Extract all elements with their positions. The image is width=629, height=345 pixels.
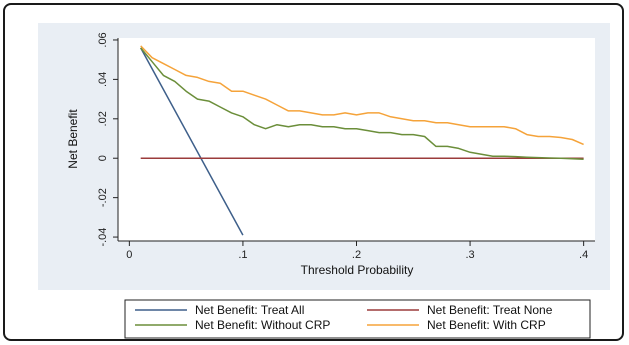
- y-ticks: -.04 -.02 0 .02 .04 .06: [97, 32, 118, 247]
- legend: Net Benefit: Treat All Net Benefit: Treat…: [135, 303, 553, 332]
- legend-label-3: Net Benefit: With CRP: [427, 318, 546, 332]
- y-tick-label: .06: [97, 32, 109, 47]
- x-tick-label: .2: [352, 249, 361, 261]
- plot-area: [118, 38, 595, 241]
- chart: -.04 -.02 0 .02 .04 .06 0 .1 .2 .3 .4 Net Benefit…: [38, 23, 610, 339]
- series-line-2: [140, 47, 584, 160]
- y-tick-label: 0: [97, 155, 109, 161]
- chart-frame: -.04 -.02 0 .02 .04 .06 0 .1 .2 .3 .4 Net Benefit…: [3, 3, 624, 341]
- legend-label-2: Net Benefit: Without CRP: [195, 318, 330, 332]
- x-tick-label: 0: [126, 249, 132, 261]
- x-tick-label: .3: [465, 249, 474, 261]
- x-tick-label: .1: [238, 249, 247, 261]
- series-group: [140, 45, 584, 236]
- x-tick-label: .4: [579, 249, 588, 261]
- y-tick-label: -.02: [97, 188, 109, 207]
- y-tick-label: -.04: [97, 228, 109, 247]
- series-line-3: [140, 45, 584, 146]
- series-line-0: [140, 47, 244, 236]
- y-tick-label: .02: [97, 111, 109, 126]
- y-tick-label: .04: [97, 72, 109, 87]
- legend-label-0: Net Benefit: Treat All: [195, 303, 304, 317]
- legend-label-1: Net Benefit: Treat None: [427, 303, 553, 317]
- x-ticks: 0 .1 .2 .3 .4: [126, 241, 588, 261]
- x-axis-title: Threshold Probability: [301, 263, 414, 277]
- legend-box: [124, 299, 591, 339]
- y-axis-title: Net Benefit: [66, 109, 80, 169]
